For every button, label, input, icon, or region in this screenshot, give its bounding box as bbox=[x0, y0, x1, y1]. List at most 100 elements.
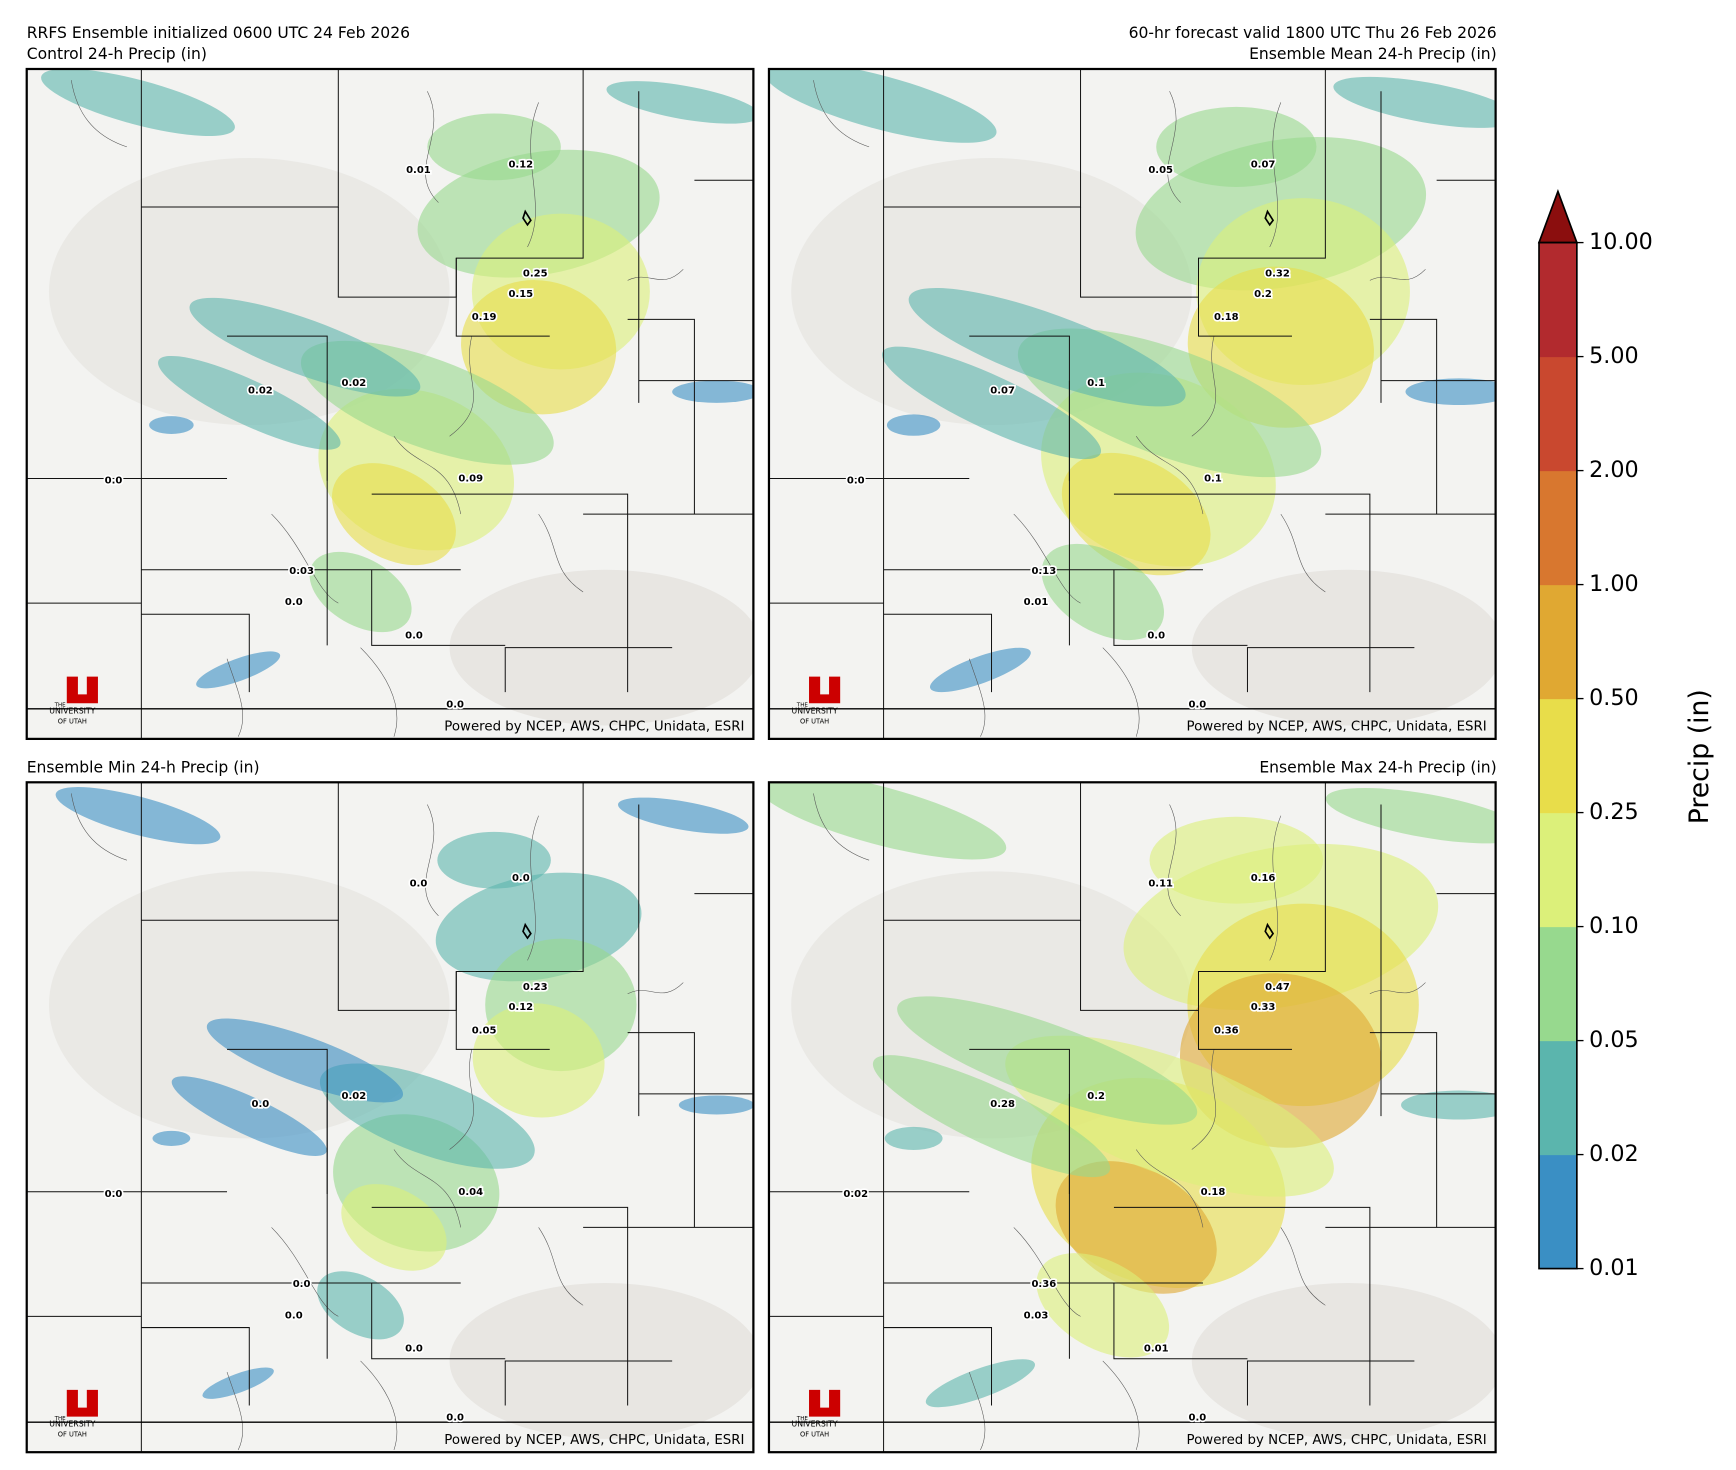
lake bbox=[522, 922, 532, 940]
state-boundary bbox=[1113, 1283, 1248, 1360]
precip-area bbox=[897, 996, 1198, 1125]
map-panel: 0.01 0.12 0.25 0.15 0.19 0.02 0.02 0.0 0.09 0.03 0… bbox=[25, 67, 755, 741]
credit: Powered by NCEP, AWS, CHPC, Unidata, ESR… bbox=[444, 720, 744, 735]
county-line bbox=[425, 91, 439, 203]
county-line bbox=[393, 436, 461, 515]
station-value: 0.0 bbox=[293, 1279, 311, 1290]
station-value: 0.15 bbox=[508, 289, 533, 300]
station-value: 0.0 bbox=[405, 1344, 423, 1355]
precip-area bbox=[149, 416, 194, 434]
station-value: 0.2 bbox=[1087, 1091, 1105, 1102]
station-value: 0.01 bbox=[406, 165, 431, 176]
precip-area bbox=[882, 346, 1102, 460]
state-boundary bbox=[504, 647, 673, 693]
station-value: 0.0 bbox=[105, 476, 123, 487]
station-value: 0.18 bbox=[1214, 312, 1239, 323]
precip-area bbox=[1333, 76, 1496, 128]
county-line bbox=[1280, 1227, 1326, 1306]
precip-area bbox=[1149, 816, 1324, 904]
county-line bbox=[1135, 1149, 1204, 1228]
colorbar-segment bbox=[1539, 356, 1577, 472]
precip-area bbox=[1325, 788, 1496, 844]
logo-line1: UNIVERSITY bbox=[792, 1420, 838, 1429]
station-value: 0.28 bbox=[990, 1099, 1015, 1110]
station-value: 0.0 bbox=[446, 699, 464, 710]
county-line bbox=[226, 1371, 244, 1451]
precip-area bbox=[618, 797, 749, 834]
station-value: 0.0 bbox=[1147, 630, 1165, 641]
map-content bbox=[26, 782, 754, 1453]
panel-frame bbox=[25, 67, 755, 741]
state-boundary bbox=[627, 1032, 695, 1228]
panel-frame bbox=[767, 781, 1497, 1454]
precip-area bbox=[55, 787, 221, 845]
map-panel: 0.05 0.07 0.32 0.2 0.18 0.07 0.1 0.0 0.1 0.13 0.01… bbox=[767, 67, 1497, 741]
lake bbox=[1264, 209, 1275, 227]
state-boundary bbox=[883, 1282, 1070, 1359]
station-value: 0.36 bbox=[1031, 1279, 1056, 1290]
station-value: 0.33 bbox=[1251, 1002, 1276, 1013]
logo-u bbox=[809, 1389, 841, 1417]
precip-area bbox=[606, 81, 754, 124]
header-right: 60-hr forecast valid 1800 UTC Thu 26 Feb… bbox=[1129, 24, 1497, 42]
station-value: 0.2 bbox=[1254, 289, 1272, 300]
panel-title: Ensemble Mean 24-h Precip (in) bbox=[1249, 45, 1497, 63]
colorbar-segment bbox=[1539, 242, 1577, 358]
station-value: 0.0 bbox=[847, 476, 865, 487]
colorbar-segment bbox=[1539, 812, 1577, 928]
station-value: 0.0 bbox=[1189, 699, 1207, 710]
station-value: 0.05 bbox=[472, 1025, 497, 1036]
county-line bbox=[1135, 436, 1204, 515]
colorbar-tick-label: 0.50 bbox=[1589, 685, 1639, 711]
state-boundary bbox=[1197, 971, 1292, 1050]
precip-area bbox=[678, 1095, 754, 1115]
state-boundary bbox=[371, 1206, 629, 1406]
state-boundary bbox=[1246, 647, 1415, 693]
precip-area bbox=[925, 1359, 1035, 1408]
county-line bbox=[627, 269, 684, 281]
state-boundary bbox=[371, 1283, 506, 1360]
station-value: 0.0 bbox=[252, 1099, 270, 1110]
county-line bbox=[1269, 102, 1282, 248]
panel-frame bbox=[25, 781, 755, 1454]
station-value: 0.09 bbox=[458, 474, 483, 485]
colorbar-frame bbox=[1538, 241, 1578, 1270]
logo-line2: OF UTAH bbox=[800, 717, 829, 725]
state-boundary bbox=[883, 613, 993, 693]
station-value: 0.03 bbox=[289, 566, 314, 577]
county-line bbox=[449, 335, 474, 437]
precip-area bbox=[768, 782, 1007, 860]
county-line bbox=[1269, 815, 1282, 961]
state-boundary bbox=[1113, 493, 1371, 693]
county-line bbox=[627, 982, 684, 994]
station-value: 0.47 bbox=[1265, 982, 1290, 993]
county-line bbox=[271, 513, 339, 604]
state-boundary bbox=[1113, 569, 1248, 646]
precip-area bbox=[929, 647, 1031, 693]
state-boundary bbox=[627, 318, 695, 515]
colorbar-tick-label: 2.00 bbox=[1589, 457, 1639, 483]
map-panel: 0.11 0.16 0.47 0.33 0.36 0.28 0.2 0.02 0.18 0.36 0… bbox=[767, 781, 1497, 1454]
state-boundary bbox=[1197, 258, 1292, 337]
station-value: 0.01 bbox=[1024, 597, 1049, 608]
logo-the: THE bbox=[54, 703, 67, 709]
county-line bbox=[360, 647, 398, 737]
precip-area bbox=[1405, 378, 1496, 406]
precip-area bbox=[189, 297, 421, 397]
panel-frame bbox=[767, 67, 1497, 741]
colorbar-tick-label: 0.05 bbox=[1589, 1027, 1639, 1053]
logo-line2: OF UTAH bbox=[800, 1431, 829, 1439]
station-value: 0.0 bbox=[285, 597, 303, 608]
county-line bbox=[1280, 513, 1326, 593]
county-line bbox=[813, 80, 870, 148]
state-boundary bbox=[1369, 1032, 1438, 1228]
colorbar-segment bbox=[1539, 698, 1577, 814]
county-line bbox=[1191, 335, 1217, 437]
map-content bbox=[768, 782, 1496, 1453]
station-value: 0.0 bbox=[1189, 1413, 1207, 1424]
precip-area bbox=[461, 280, 617, 415]
state-boundary bbox=[141, 1282, 328, 1359]
station-value: 0.19 bbox=[472, 312, 497, 323]
precip-area bbox=[41, 68, 235, 137]
state-boundary bbox=[371, 493, 629, 693]
